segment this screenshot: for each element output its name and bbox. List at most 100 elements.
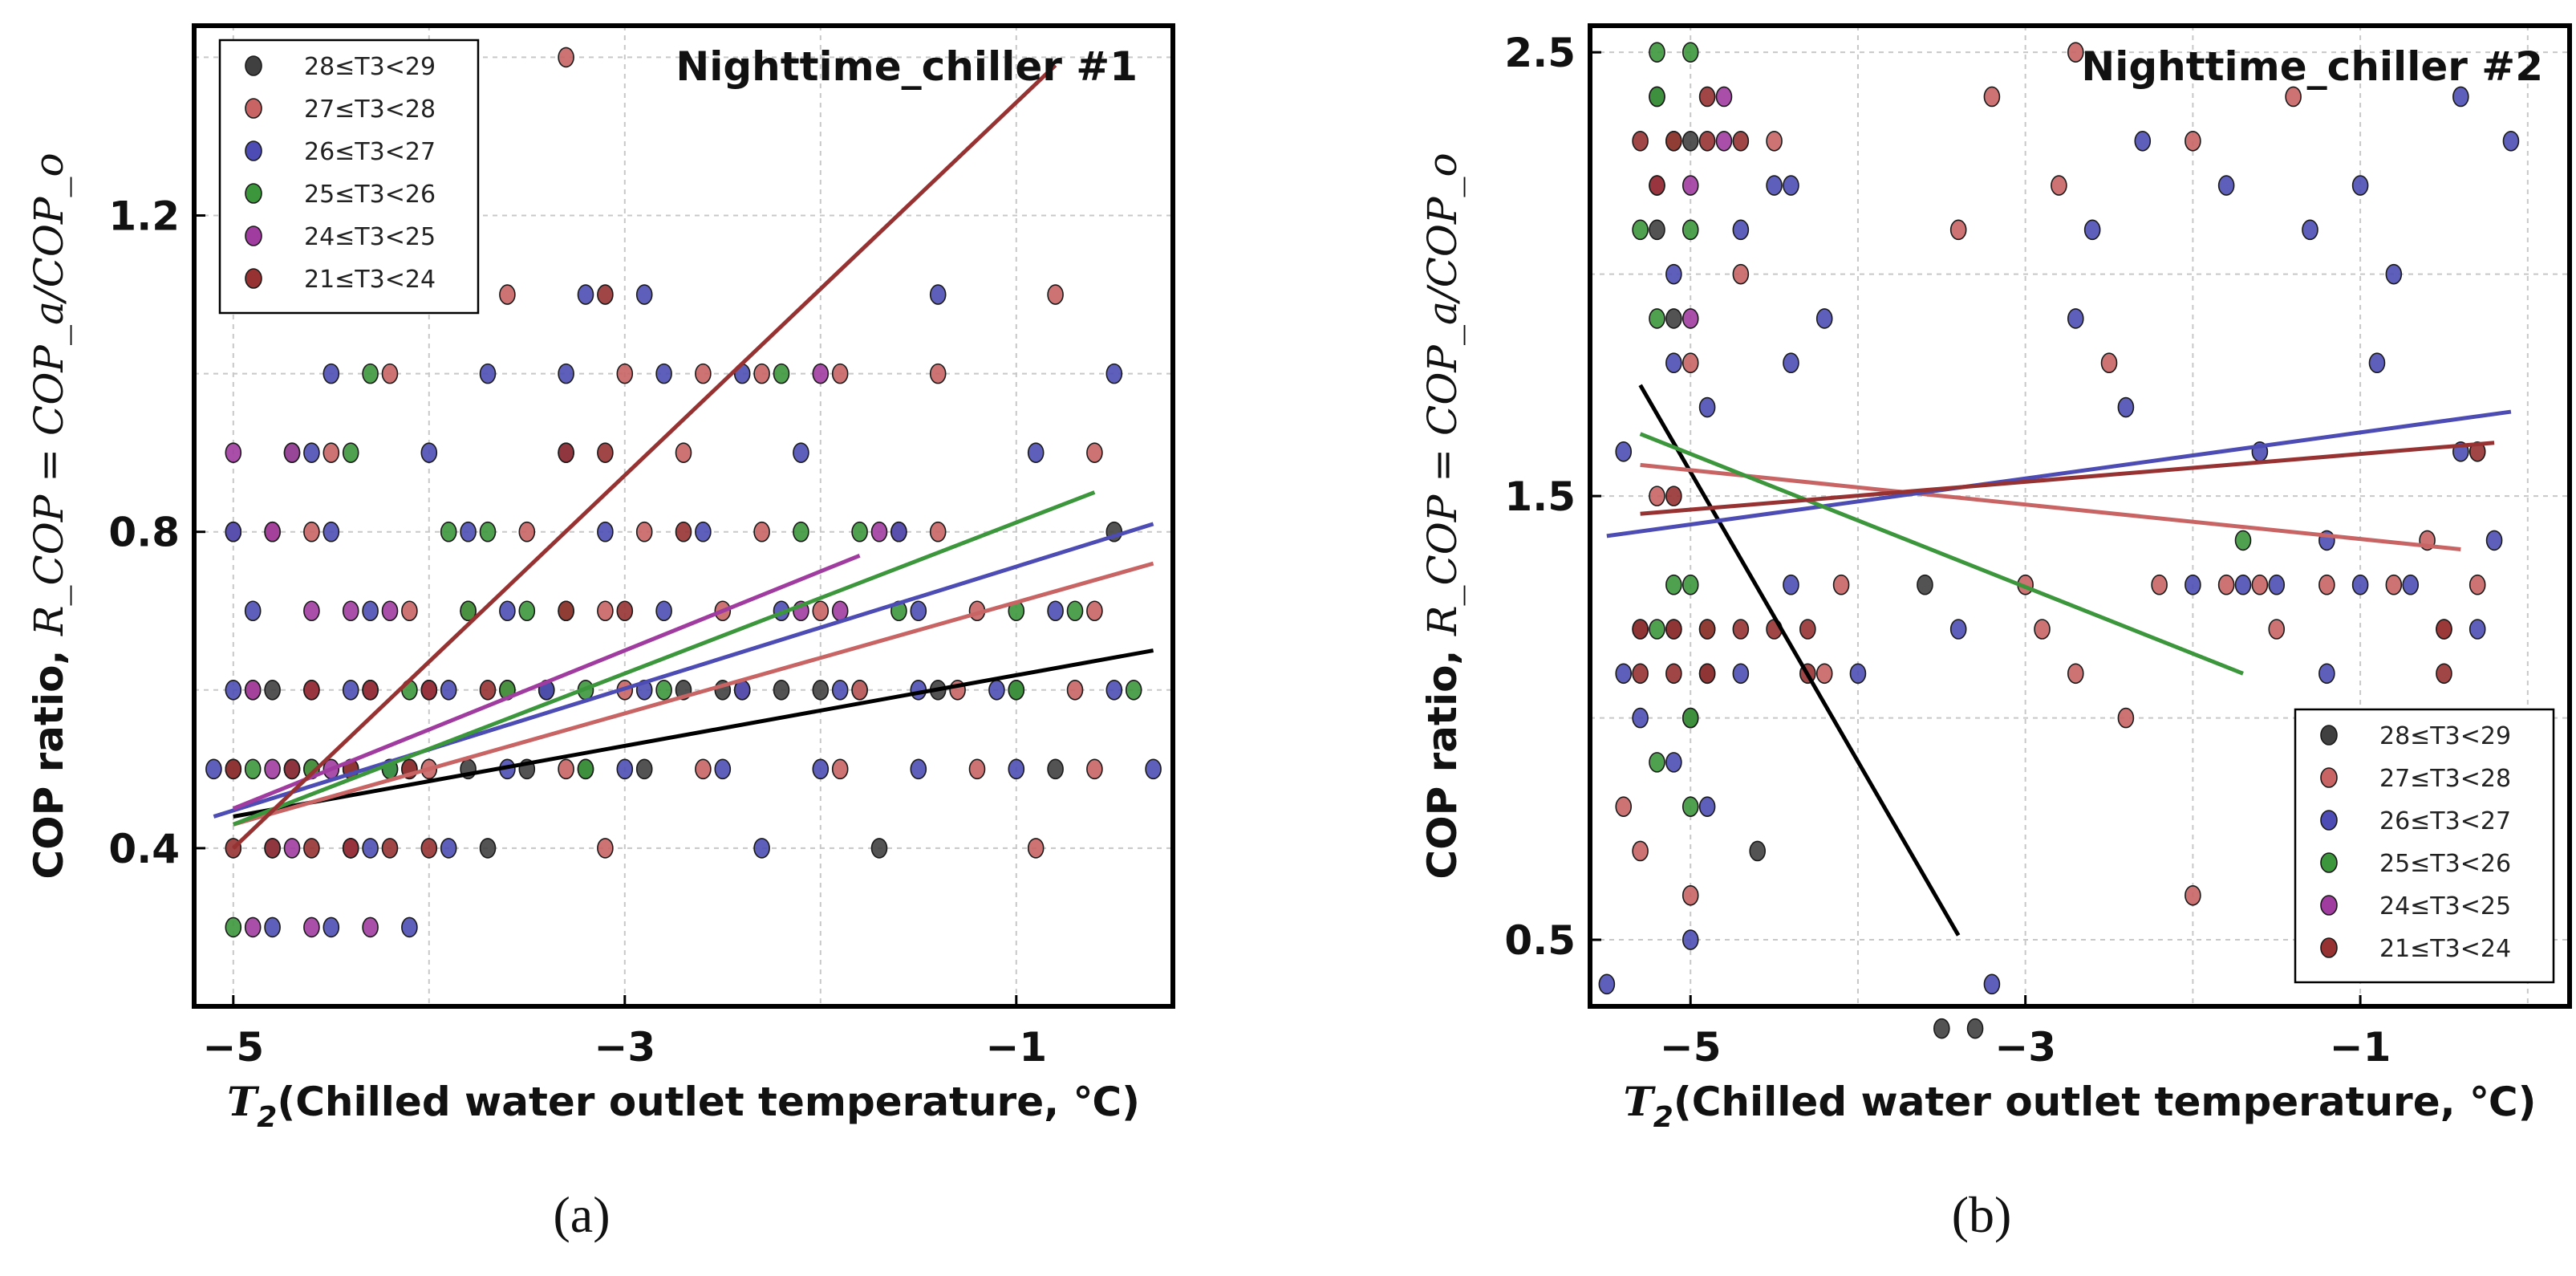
- fit-line: [232, 490, 1096, 827]
- scatter-point: [264, 758, 281, 780]
- scatter-point: [362, 600, 379, 622]
- scatter-point: [1681, 130, 1699, 152]
- panel-a-chart: −5 −3 −1 0.4 0.8 1.2 Nighttime_chiller #1 T2(Ch…: [26, 23, 1175, 1134]
- scatter-point: [616, 600, 634, 622]
- scatter-point: [479, 680, 497, 701]
- scatter-point: [1849, 663, 1867, 685]
- legend: 28≤T3<29 27≤T3<28 26≤T3<27 25≤T3<26 24≤T3<25…: [218, 39, 480, 315]
- scatter-point: [2217, 175, 2235, 196]
- legend-label: 25≤T3<26: [2379, 850, 2511, 878]
- scatter-point: [1698, 663, 1716, 685]
- scatter-point: [1086, 442, 1103, 463]
- scatter-point: [401, 916, 418, 938]
- scatter-point: [1799, 619, 1816, 640]
- scatter-point: [1732, 663, 1750, 685]
- scatter-point: [1917, 574, 1933, 595]
- panel-a-label: (a): [553, 1186, 610, 1243]
- legend-label: 21≤T3<24: [2379, 935, 2511, 963]
- scatter-point: [342, 600, 359, 622]
- scatter-point: [910, 758, 927, 780]
- scatter-point: [2117, 707, 2135, 729]
- scatter-point: [812, 600, 830, 622]
- legend-marker: [245, 140, 262, 161]
- fit-line: [1640, 462, 2461, 551]
- scatter-point: [225, 521, 242, 543]
- scatter-point: [2385, 574, 2403, 595]
- scatter-point: [1105, 680, 1123, 701]
- scatter-point: [2234, 574, 2252, 595]
- scatter-point: [1681, 42, 1699, 63]
- scatter-point: [577, 758, 594, 780]
- scatter-point: [1086, 600, 1103, 622]
- scatter-point: [1008, 680, 1025, 701]
- scatter-point: [264, 680, 281, 701]
- scatter-point: [303, 838, 320, 859]
- fit-line: [1639, 432, 2244, 676]
- scatter-point: [1715, 86, 1733, 108]
- legend-label: 28≤T3<29: [2379, 722, 2511, 750]
- scatter-point: [362, 363, 379, 384]
- scatter-point: [1665, 130, 1682, 152]
- scatter-point: [1047, 600, 1064, 622]
- scatter-point: [479, 838, 497, 859]
- legend: 28≤T3<29 27≤T3<28 26≤T3<27 25≤T3<26 24≤T3<25…: [2294, 708, 2555, 984]
- fit-line: [1606, 409, 2512, 538]
- scatter-point: [635, 758, 653, 780]
- scatter-point: [1698, 619, 1716, 640]
- scatter-point: [2436, 663, 2452, 685]
- x-tick-label: −1: [2330, 1024, 2391, 1071]
- x-tick-label: −5: [1660, 1024, 1722, 1071]
- legend-label: 24≤T3<25: [2379, 892, 2511, 920]
- scatter-point: [1681, 796, 1699, 817]
- scatter-point: [597, 600, 614, 622]
- fit-line: [233, 561, 1154, 827]
- scatter-point: [2368, 352, 2386, 374]
- legend-label: 26≤T3<27: [304, 138, 436, 166]
- scatter-point: [2468, 574, 2486, 595]
- scatter-point: [1008, 758, 1025, 780]
- legend-marker: [245, 268, 262, 289]
- scatter-point: [2302, 219, 2318, 241]
- scatter-point: [1732, 219, 1750, 241]
- scatter-point: [362, 916, 379, 938]
- scatter-point: [1966, 1018, 1984, 1039]
- scatter-point: [675, 442, 692, 463]
- scatter-point: [1933, 1018, 1950, 1039]
- scatter-point: [558, 363, 574, 384]
- scatter-point: [675, 521, 692, 543]
- scatter-point: [323, 521, 340, 543]
- scatter-point: [851, 521, 868, 543]
- scatter-point: [1766, 130, 1783, 152]
- plot-frame: [192, 23, 1175, 1009]
- scatter-point: [616, 758, 634, 780]
- scatter-point: [1665, 752, 1682, 773]
- plot-frame: [1588, 23, 2572, 1009]
- scatter-point: [303, 600, 320, 622]
- scatter-point: [1949, 219, 1967, 241]
- scatter-point: [303, 680, 320, 701]
- scatter-point: [499, 600, 516, 622]
- scatter-point: [1732, 130, 1750, 152]
- scatter-point: [1783, 352, 1799, 374]
- scatter-point: [362, 838, 379, 859]
- scatter-point: [851, 680, 868, 701]
- scatter-point: [1766, 175, 1783, 196]
- y-axis-label: COP ratio, R_COP = COP_a/COP_o: [26, 152, 72, 879]
- scatter-point: [1649, 219, 1665, 241]
- scatter-point: [283, 758, 301, 780]
- scatter-point: [323, 363, 340, 384]
- scatter-point: [1066, 600, 1084, 622]
- scatter-point: [2468, 619, 2486, 640]
- scatter-point: [244, 758, 262, 780]
- scatter-point: [929, 363, 947, 384]
- scatter-point: [2083, 219, 2101, 241]
- scatter-point: [753, 838, 770, 859]
- scatter-point: [1598, 973, 1616, 995]
- scatter-point: [2051, 175, 2067, 196]
- scatter-point: [1086, 758, 1103, 780]
- x-tick-label: −1: [985, 1024, 1047, 1071]
- legend-marker: [2320, 895, 2338, 916]
- scatter-point: [1615, 663, 1633, 685]
- legend-box: [218, 39, 480, 315]
- scatter-point: [1698, 796, 1716, 817]
